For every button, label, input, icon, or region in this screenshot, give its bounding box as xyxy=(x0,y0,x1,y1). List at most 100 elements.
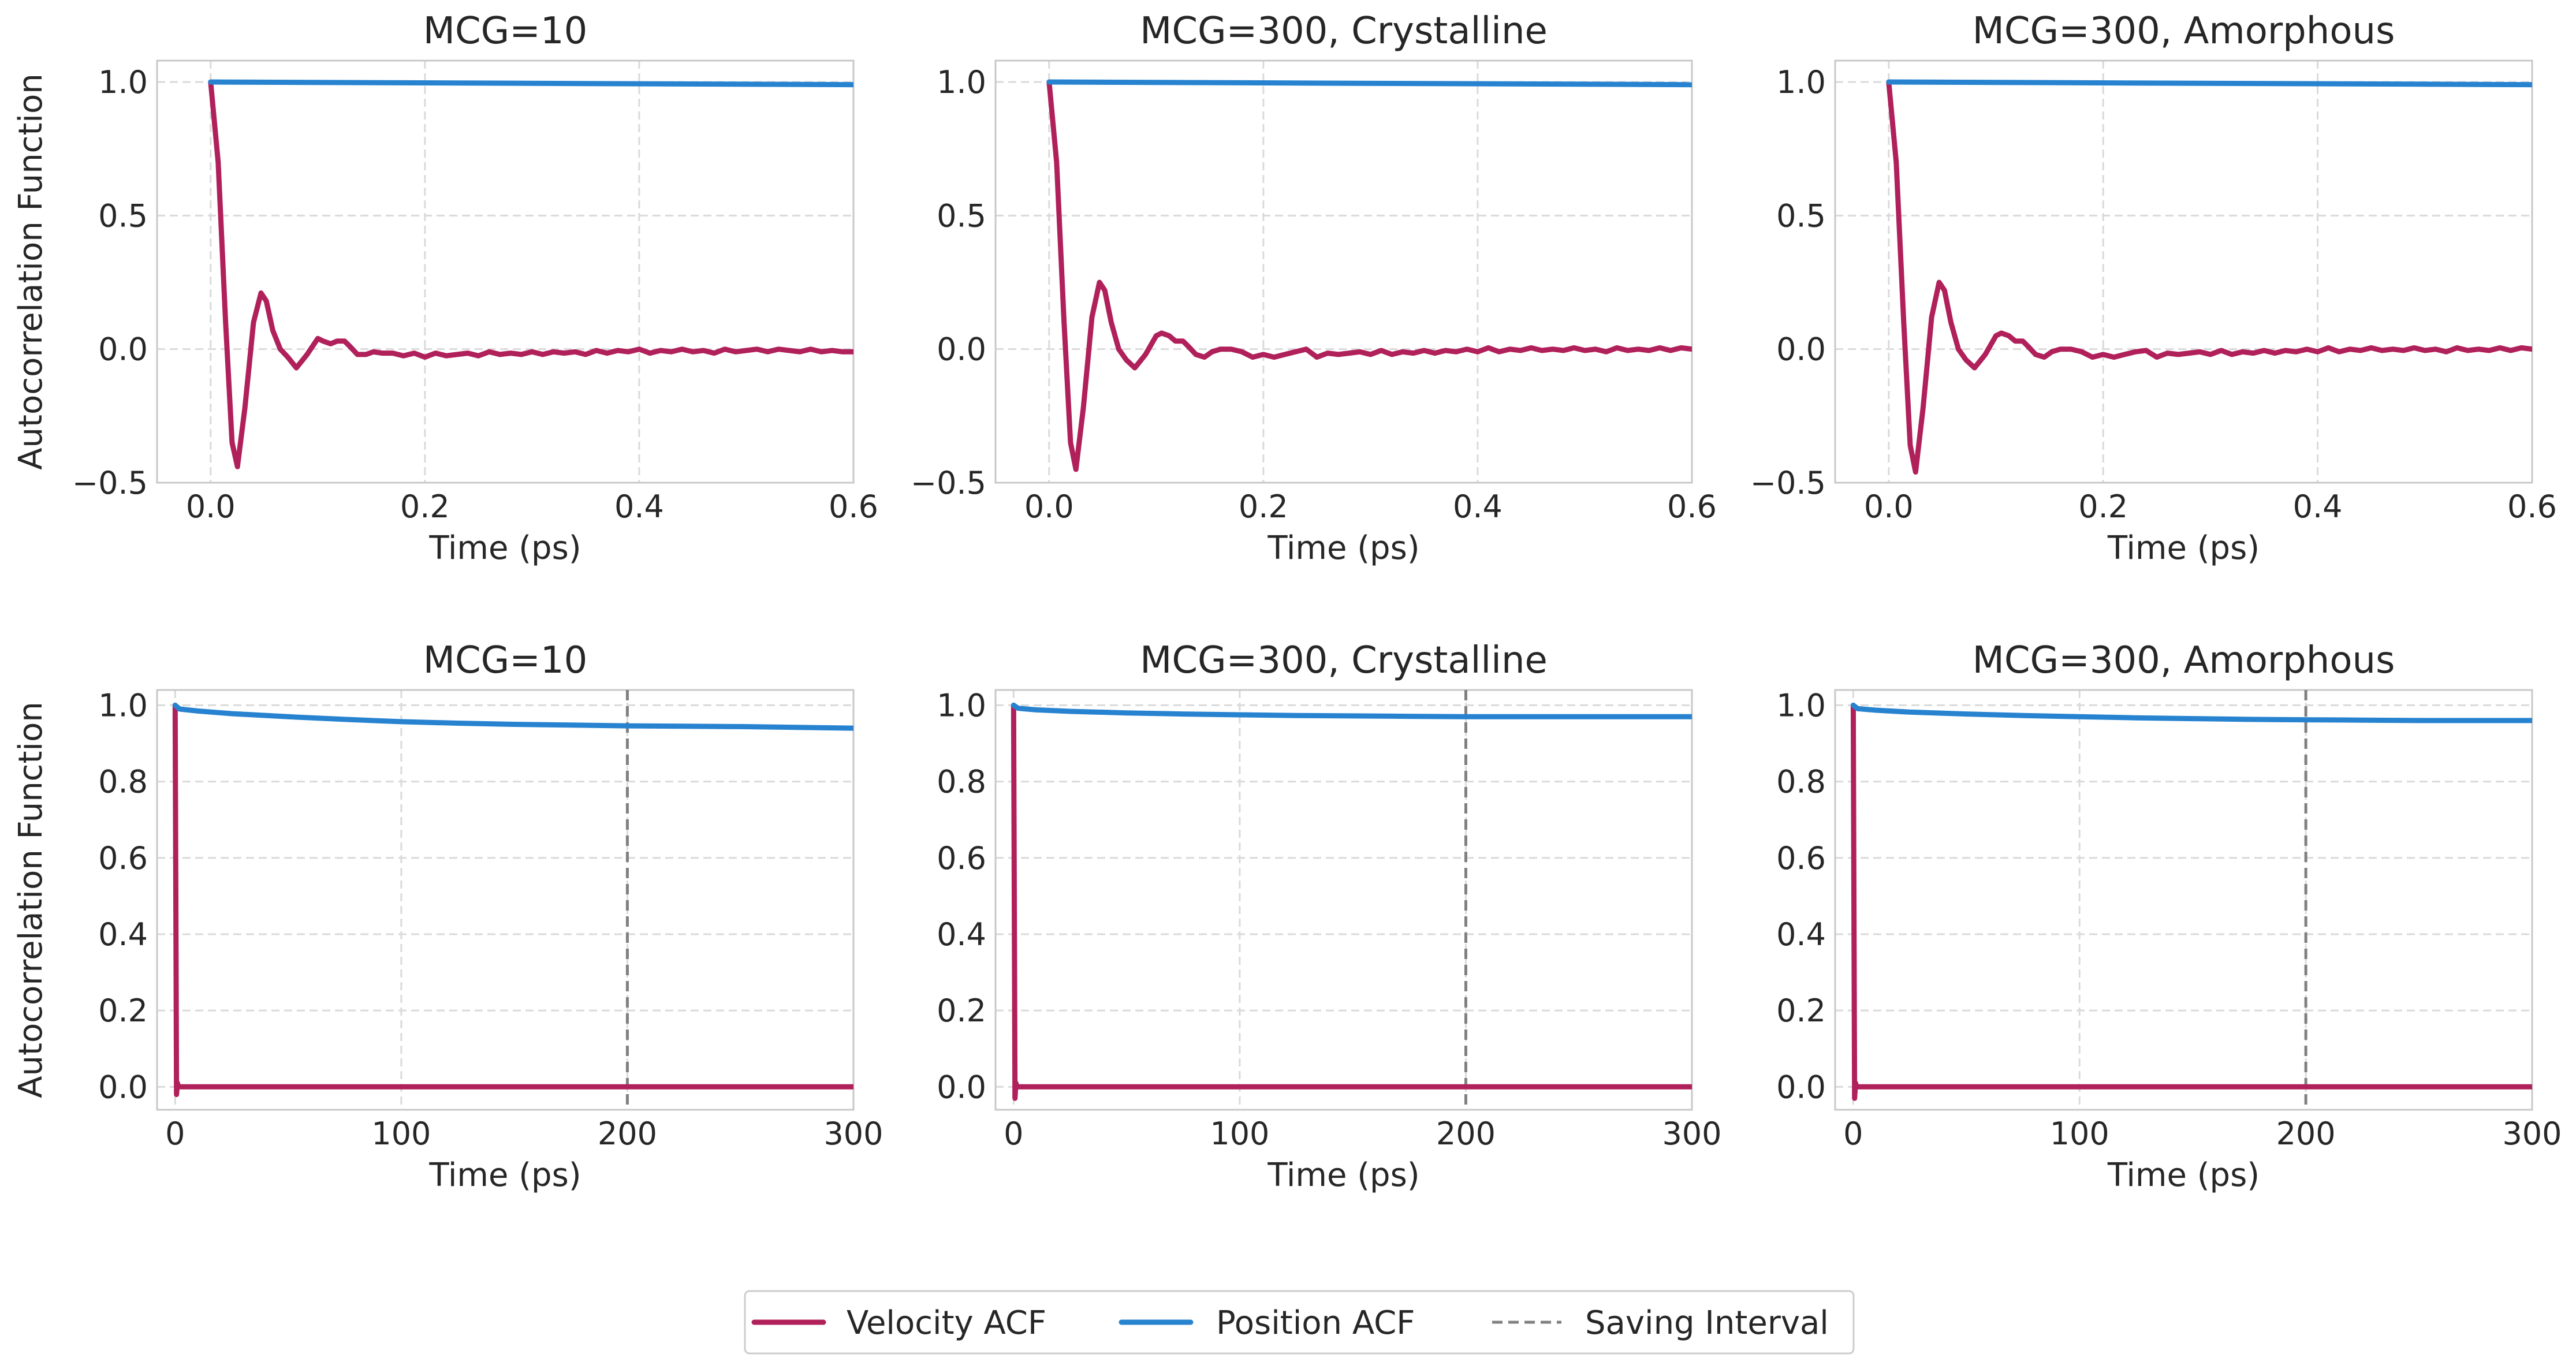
velocity-acf-line xyxy=(1886,79,2532,475)
x-tick-label: 0.2 xyxy=(2078,488,2128,525)
legend: Velocity ACF Position ACF Saving Interva… xyxy=(744,1290,1855,1355)
chart-panel-6: 0 100 200 300 0.0 0.2 0.4 0.6 0.8 1.0 MCG=300, Amo… xyxy=(1776,639,2562,1194)
x-tick-label: 300 xyxy=(1662,1116,1721,1152)
position-acf-line xyxy=(1046,79,1692,88)
chart-panel-1: 0.0 0.2 0.4 0.6 −0.5 0.0 0.5 1.0 MCG=10 Time (ps)… xyxy=(12,10,878,567)
x-tick-label: 0.0 xyxy=(1024,488,1074,525)
chart-panel-2: 0.0 0.2 0.4 0.6 −0.5 0.0 0.5 1.0 MCG=300, Crysta… xyxy=(911,10,1717,567)
y-tick-label: 0.4 xyxy=(937,916,986,953)
position-acf-line xyxy=(1886,79,2532,88)
x-tick-label: 0.2 xyxy=(400,488,450,525)
x-tick-label: 0.4 xyxy=(2293,488,2343,525)
x-tick-label: 0.6 xyxy=(2507,488,2557,525)
x-tick-label: 200 xyxy=(1436,1116,1496,1152)
y-axis-label: Autocorrelation Function xyxy=(12,702,50,1098)
y-tick-label: 0.6 xyxy=(937,840,986,876)
legend-position-label: Position ACF xyxy=(1216,1304,1415,1342)
y-tick-label: 0.0 xyxy=(98,331,148,368)
y-tick-label: 1.0 xyxy=(1776,687,1826,723)
y-tick-label: 1.0 xyxy=(98,64,148,100)
y-tick-label: 0.2 xyxy=(937,993,986,1029)
y-tick-label: 0.5 xyxy=(1776,197,1826,234)
velocity-acf-line xyxy=(1046,79,1692,472)
y-tick-label: 0.5 xyxy=(98,197,148,234)
plot-area xyxy=(172,690,853,1110)
x-tick-label: 0.6 xyxy=(829,488,878,525)
y-tick-label: −0.5 xyxy=(1750,465,1826,501)
velocity-acf-line xyxy=(172,702,853,1098)
x-tick-label: 200 xyxy=(598,1116,657,1152)
plot-frame xyxy=(156,689,855,1111)
x-axis-label: Time (ps) xyxy=(428,529,581,567)
y-axis-label: Autocorrelation Function xyxy=(12,73,50,470)
position-acf-line xyxy=(172,702,853,731)
y-tick-label: 0.8 xyxy=(98,764,148,800)
x-tick-label: 0.6 xyxy=(1667,488,1717,525)
x-tick-label: 0.4 xyxy=(1453,488,1503,525)
x-tick-label: 200 xyxy=(2276,1116,2336,1152)
velocity-acf-line xyxy=(1850,702,2532,1101)
panel-title: MCG=300, Amorphous xyxy=(1973,639,2395,682)
plot-area xyxy=(1011,690,1692,1110)
x-axis-label: Time (ps) xyxy=(428,1157,581,1194)
y-tick-label: 0.6 xyxy=(98,840,148,876)
x-tick-label: 0 xyxy=(1843,1116,1863,1152)
y-tick-label: 1.0 xyxy=(937,64,986,100)
chart-panel-3: 0.0 0.2 0.4 0.6 −0.5 0.0 0.5 1.0 MCG=300, Amorph… xyxy=(1750,10,2557,567)
x-tick-label: 300 xyxy=(823,1116,883,1152)
panel-title: MCG=300, Crystalline xyxy=(1140,639,1548,682)
chart-panel-5: 0 100 200 300 0.0 0.2 0.4 0.6 0.8 1.0 MCG=300, Cry… xyxy=(937,639,1721,1194)
x-axis-label: Time (ps) xyxy=(1267,1157,1419,1194)
panel-title: MCG=300, Crystalline xyxy=(1140,10,1548,53)
y-tick-label: 1.0 xyxy=(1776,64,1826,100)
x-tick-label: 300 xyxy=(2502,1116,2562,1152)
y-tick-label: 0.2 xyxy=(98,993,148,1029)
plot-area xyxy=(1850,690,2532,1110)
y-tick-label: −0.5 xyxy=(911,465,986,501)
y-tick-label: 1.0 xyxy=(937,687,986,723)
x-axis-label: Time (ps) xyxy=(2107,1157,2260,1194)
velocity-acf-line xyxy=(1011,702,1692,1101)
plot-frame xyxy=(994,689,1693,1111)
chart-panel-4: 0 100 200 300 0.0 0.2 0.4 0.6 0.8 1.0 MCG=10 Time (… xyxy=(12,639,883,1194)
y-tick-label: 0.8 xyxy=(1776,764,1826,800)
position-acf-line xyxy=(1011,702,1692,719)
panel-title: MCG=10 xyxy=(423,10,588,53)
y-tick-label: 0.4 xyxy=(1776,916,1826,953)
y-tick-label: 0.0 xyxy=(1776,331,1826,368)
x-tick-label: 0 xyxy=(165,1116,185,1152)
panel-title: MCG=10 xyxy=(423,639,588,682)
plot-area xyxy=(1886,79,2532,475)
y-tick-label: 1.0 xyxy=(98,687,148,723)
plot-area xyxy=(1046,79,1692,472)
y-tick-label: 0.4 xyxy=(98,916,148,953)
position-acf-line xyxy=(208,79,853,88)
y-tick-label: 0.0 xyxy=(937,331,986,368)
plot-frame xyxy=(156,59,855,484)
y-tick-label: 0.0 xyxy=(937,1069,986,1105)
x-axis-label: Time (ps) xyxy=(1267,529,1419,567)
x-tick-label: 0.0 xyxy=(1864,488,1914,525)
y-tick-label: 0.5 xyxy=(937,197,986,234)
plot-frame xyxy=(1834,689,2533,1111)
y-tick-label: 0.6 xyxy=(1776,840,1826,876)
x-tick-label: 100 xyxy=(2050,1116,2109,1152)
plot-frame xyxy=(1834,59,2533,484)
x-axis-label: Time (ps) xyxy=(2107,529,2260,567)
x-tick-label: 100 xyxy=(371,1116,431,1152)
plot-frame xyxy=(994,59,1693,484)
x-tick-label: 0.4 xyxy=(614,488,664,525)
x-tick-label: 0 xyxy=(1004,1116,1023,1152)
position-acf-line xyxy=(1850,702,2532,723)
y-tick-label: 0.0 xyxy=(98,1069,148,1105)
y-tick-label: 0.2 xyxy=(1776,993,1826,1029)
legend-frame xyxy=(744,1290,1855,1355)
legend-saving-label: Saving Interval xyxy=(1585,1304,1829,1342)
x-tick-label: 0.2 xyxy=(1239,488,1288,525)
plot-area xyxy=(208,79,853,469)
legend-velocity-label: Velocity ACF xyxy=(847,1304,1046,1342)
x-tick-label: 0.0 xyxy=(186,488,236,525)
y-tick-label: 0.8 xyxy=(937,764,986,800)
panel-title: MCG=300, Amorphous xyxy=(1973,10,2395,53)
